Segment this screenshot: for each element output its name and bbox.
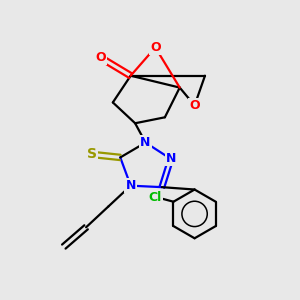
Text: O: O <box>96 51 106 64</box>
Text: O: O <box>189 99 200 112</box>
Text: N: N <box>125 179 136 192</box>
Text: O: O <box>150 41 161 54</box>
Text: S: S <box>87 148 97 161</box>
Text: N: N <box>166 152 176 165</box>
Text: N: N <box>140 136 151 149</box>
Text: Cl: Cl <box>148 191 162 204</box>
